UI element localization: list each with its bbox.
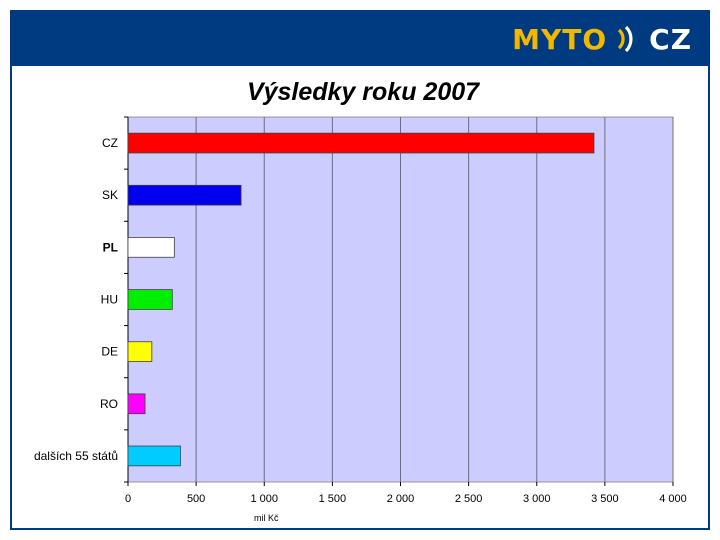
x-tick-label: 3 000 bbox=[523, 493, 551, 505]
x-tick-label: 1 500 bbox=[319, 493, 347, 505]
myto-cz-logo: MYTO CZ bbox=[512, 22, 692, 56]
x-tick-label: 2 000 bbox=[387, 493, 415, 505]
x-tick-label: 500 bbox=[187, 493, 205, 505]
x-tick-label: 3 500 bbox=[591, 493, 619, 505]
category-label: SK bbox=[102, 188, 118, 202]
bar-sk bbox=[127, 184, 242, 206]
logo-myto-text: MYTO bbox=[512, 22, 608, 56]
category-label: HU bbox=[101, 293, 118, 307]
category-label: DE bbox=[101, 345, 118, 359]
x-axis-title: mil Kč bbox=[254, 513, 279, 523]
header-bar: MYTO CZ bbox=[10, 10, 710, 66]
bar-de bbox=[127, 341, 153, 362]
logo-cz-text: CZ bbox=[649, 22, 692, 56]
category-label: CZ bbox=[102, 136, 118, 150]
x-tick-label: 2 500 bbox=[455, 493, 483, 505]
bar-ro bbox=[127, 393, 146, 415]
signal-waves-icon bbox=[617, 25, 633, 53]
x-tick-label: 4 000 bbox=[659, 493, 687, 505]
x-tick-label: 0 bbox=[125, 493, 131, 505]
x-tick-label: 1 000 bbox=[250, 493, 278, 505]
slide-frame bbox=[10, 10, 710, 530]
category-label: RO bbox=[100, 397, 118, 411]
category-label: dalších 55 států bbox=[34, 449, 118, 463]
category-label: PL bbox=[103, 240, 118, 254]
bar-cz bbox=[127, 132, 595, 154]
chart-title: Výsledky roku 2007 bbox=[246, 78, 480, 106]
bar-pl bbox=[127, 237, 175, 258]
bar-dalších-55-států bbox=[127, 445, 181, 467]
bar-hu bbox=[127, 289, 173, 310]
